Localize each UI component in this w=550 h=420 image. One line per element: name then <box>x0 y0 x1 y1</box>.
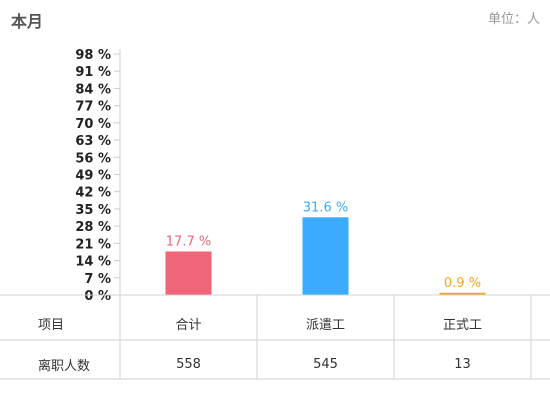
category-label: 正式工 <box>443 318 482 333</box>
page-title: 本月 <box>11 12 44 31</box>
y-tick-label: 28 % <box>75 220 111 235</box>
y-tick-label: 70 % <box>75 117 111 132</box>
table-cell: 13 <box>454 357 471 372</box>
table-row-label: 离职人数 <box>38 358 90 374</box>
y-tick-label: 42 % <box>75 186 111 201</box>
y-tick-label: 14 % <box>75 255 111 270</box>
y-tick-label: 35 % <box>75 203 111 218</box>
value-labels: 17.7 % 31.6 % 0.9 % <box>166 200 481 290</box>
y-tick-label: 0 % <box>84 289 111 304</box>
y-tick-label: 49 % <box>75 169 111 184</box>
unit-label: 单位：人 <box>487 12 540 27</box>
category-labels: 合计 派遣工 正式工 <box>175 318 482 333</box>
table-cell: 545 <box>313 357 338 372</box>
table-header-label: 项目 <box>38 318 64 333</box>
category-label: 派遣工 <box>306 318 345 333</box>
data-label: 17.7 % <box>166 234 211 249</box>
table-cell: 558 <box>176 357 201 372</box>
y-tick-label: 91 % <box>75 65 111 80</box>
bar <box>439 292 486 295</box>
data-table: 项目 合计 派遣工 正式工 离职人数 558 545 13 <box>0 294 550 380</box>
y-tick-label: 56 % <box>75 151 111 166</box>
y-tick-label: 77 % <box>75 100 111 115</box>
category-label: 合计 <box>175 318 201 333</box>
data-label: 31.6 % <box>303 200 348 215</box>
bar <box>165 251 212 295</box>
bars <box>165 217 486 295</box>
y-axis: 0 % 7 % 14 % 21 % 28 % 35 % 42 % 49 % 56 % 63 % 70… <box>75 48 120 304</box>
bar <box>302 217 349 295</box>
y-tick-label: 63 % <box>75 134 111 149</box>
y-tick-label: 84 % <box>75 82 111 97</box>
table-row-values: 558 545 13 <box>176 357 471 372</box>
y-tick-label: 7 % <box>84 272 111 287</box>
y-tick-label: 21 % <box>75 237 111 252</box>
data-label: 0.9 % <box>444 276 481 291</box>
y-tick-label: 98 % <box>75 48 111 63</box>
